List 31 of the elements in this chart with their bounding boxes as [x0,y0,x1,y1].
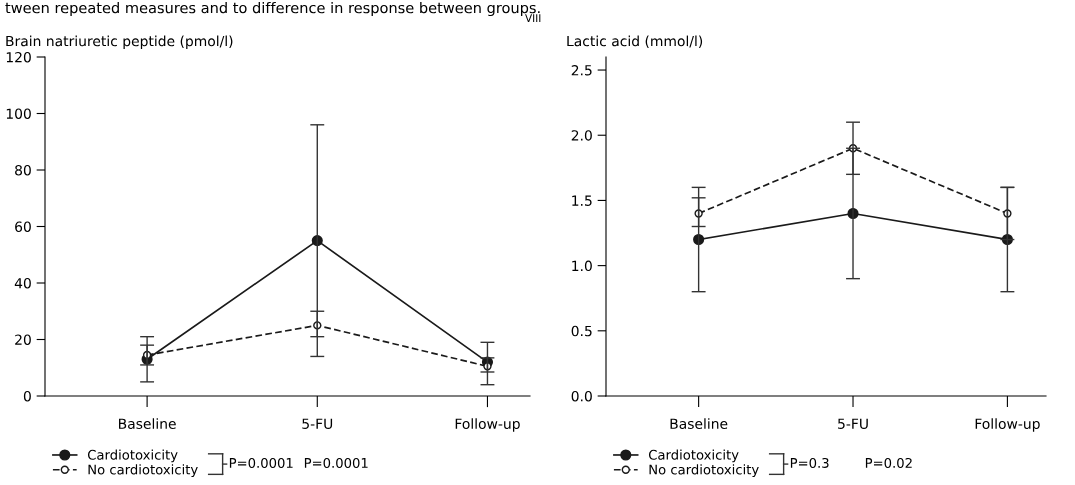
y-tick-label: 120 [6,51,31,63]
y-tick-label: 80 [15,164,31,176]
y-tick-label: 2.0 [571,130,592,141]
y-tick-label: 0 [23,390,31,402]
y-tick-label: 40 [14,277,31,289]
y-tick-label: 0.0 [571,390,592,402]
text: VIII [525,14,541,22]
y-tick-label: 20 [15,334,31,345]
text: tween repeated measures and to difference in response between groups. [5,2,540,17]
y-tick-label: 1.5 [572,195,592,206]
x-tick-label: Follow-up [975,418,1040,432]
x-tick-label: Follow-up [455,418,520,432]
text: P=0.3 [790,457,829,468]
y-axis-title: Brain natriuretic peptide (pmol/l) [6,35,233,49]
text: P=0.0001 [304,457,368,468]
legend-label: Cardiotoxicity [87,449,178,463]
legend-label: No cardiotoxicity [88,464,198,478]
x-tick-label: Baseline [670,418,728,429]
x-tick-label: 5-FU [838,418,868,429]
y-tick-label: 0.5 [571,325,592,337]
x-tick-label: Baseline [119,418,176,429]
text: P=0.02 [865,457,912,468]
y-tick-label: 100 [6,108,31,119]
text: P=0.0001 [229,457,293,468]
y-tick-label: 60 [15,221,31,232]
y-axis-title: Lactic acid (mmol/l) [567,35,703,48]
y-tick-label: 1.0 [572,260,592,272]
legend-label: No cardiotoxicity [649,464,759,478]
y-tick-label: 2.5 [571,65,592,76]
legend-label: Cardiotoxicity [648,449,739,463]
x-tick-label: 5-FU [302,418,333,429]
